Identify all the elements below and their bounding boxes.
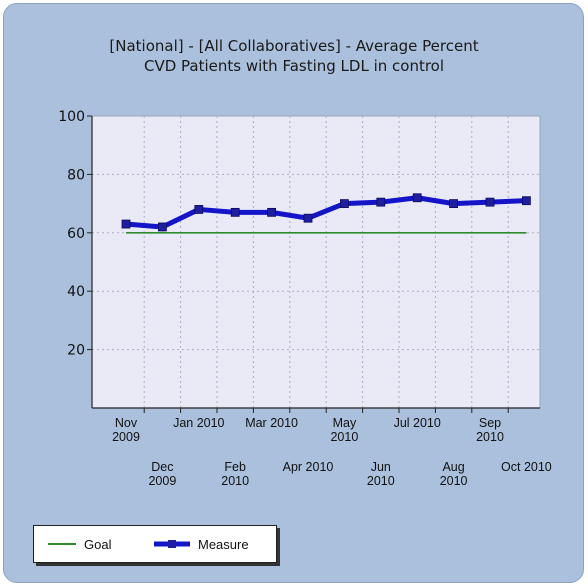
x-tick-label: 2010 <box>476 430 504 444</box>
x-tick-label: Sep <box>479 416 501 430</box>
measure-point <box>157 222 167 232</box>
x-tick-label: Feb <box>224 460 246 474</box>
x-tick-label: Dec <box>151 460 173 474</box>
series-lines <box>121 193 531 234</box>
y-tick-label: 20 <box>67 343 85 359</box>
y-tick-label: 100 <box>58 109 85 125</box>
x-tick-label: 2009 <box>148 474 176 488</box>
measure-point <box>194 205 204 214</box>
measure-point <box>485 197 495 207</box>
x-tick-label: 2009 <box>112 430 140 444</box>
legend-goal-swatch <box>48 543 76 545</box>
measure-line <box>125 195 527 230</box>
y-ticks: 20 40 60 80 100 <box>58 109 509 413</box>
measure-point <box>412 193 422 203</box>
x-tick-label: Jun <box>371 460 391 474</box>
chart-title-line-2: CVD Patients with Fasting LDL in control <box>143 57 445 75</box>
y-tick-label: 80 <box>67 167 85 183</box>
y-tick-label: 60 <box>67 226 85 242</box>
measure-point <box>230 207 240 217</box>
measure-point <box>121 219 131 229</box>
x-tick-label: Aug <box>442 460 464 474</box>
legend-goal-label: Goal <box>84 536 112 552</box>
x-tick-label: Mar 2010 <box>245 416 298 430</box>
x-tick-label: 2010 <box>221 474 249 488</box>
x-tick-label: Jan 2010 <box>173 416 224 430</box>
x-tick-label: Nov <box>115 416 138 430</box>
chart-title: [National] - [All Collaboratives] - Aver… <box>0 36 588 76</box>
legend-measure-swatch <box>154 540 190 548</box>
legend-measure-label: Measure <box>198 536 249 552</box>
legend-item-goal: Goal <box>48 526 111 562</box>
legend-item-measure: Measure <box>154 526 249 562</box>
grid <box>92 116 540 408</box>
measure-point <box>449 199 459 209</box>
measure-point <box>522 196 531 206</box>
x-tick-label: Oct 2010 <box>501 460 552 474</box>
x-tick-label: 2010 <box>367 474 395 488</box>
measure-point <box>376 197 386 207</box>
measure-point <box>267 207 277 217</box>
x-tick-label: Jul 2010 <box>394 416 441 430</box>
y-tick-label: 40 <box>67 284 85 300</box>
axes <box>91 116 540 409</box>
x-tick-label: 2010 <box>440 474 468 488</box>
x-tick-label: Apr 2010 <box>283 460 334 474</box>
plot-area <box>91 115 541 409</box>
x-tick-label: May <box>333 416 357 430</box>
measure-point <box>339 199 349 209</box>
measure-point <box>303 213 313 223</box>
x-tick-label: 2010 <box>330 430 358 444</box>
legend: Goal Measure <box>33 525 277 563</box>
chart-title-line-1: [National] - [All Collaboratives] - Aver… <box>109 37 479 55</box>
